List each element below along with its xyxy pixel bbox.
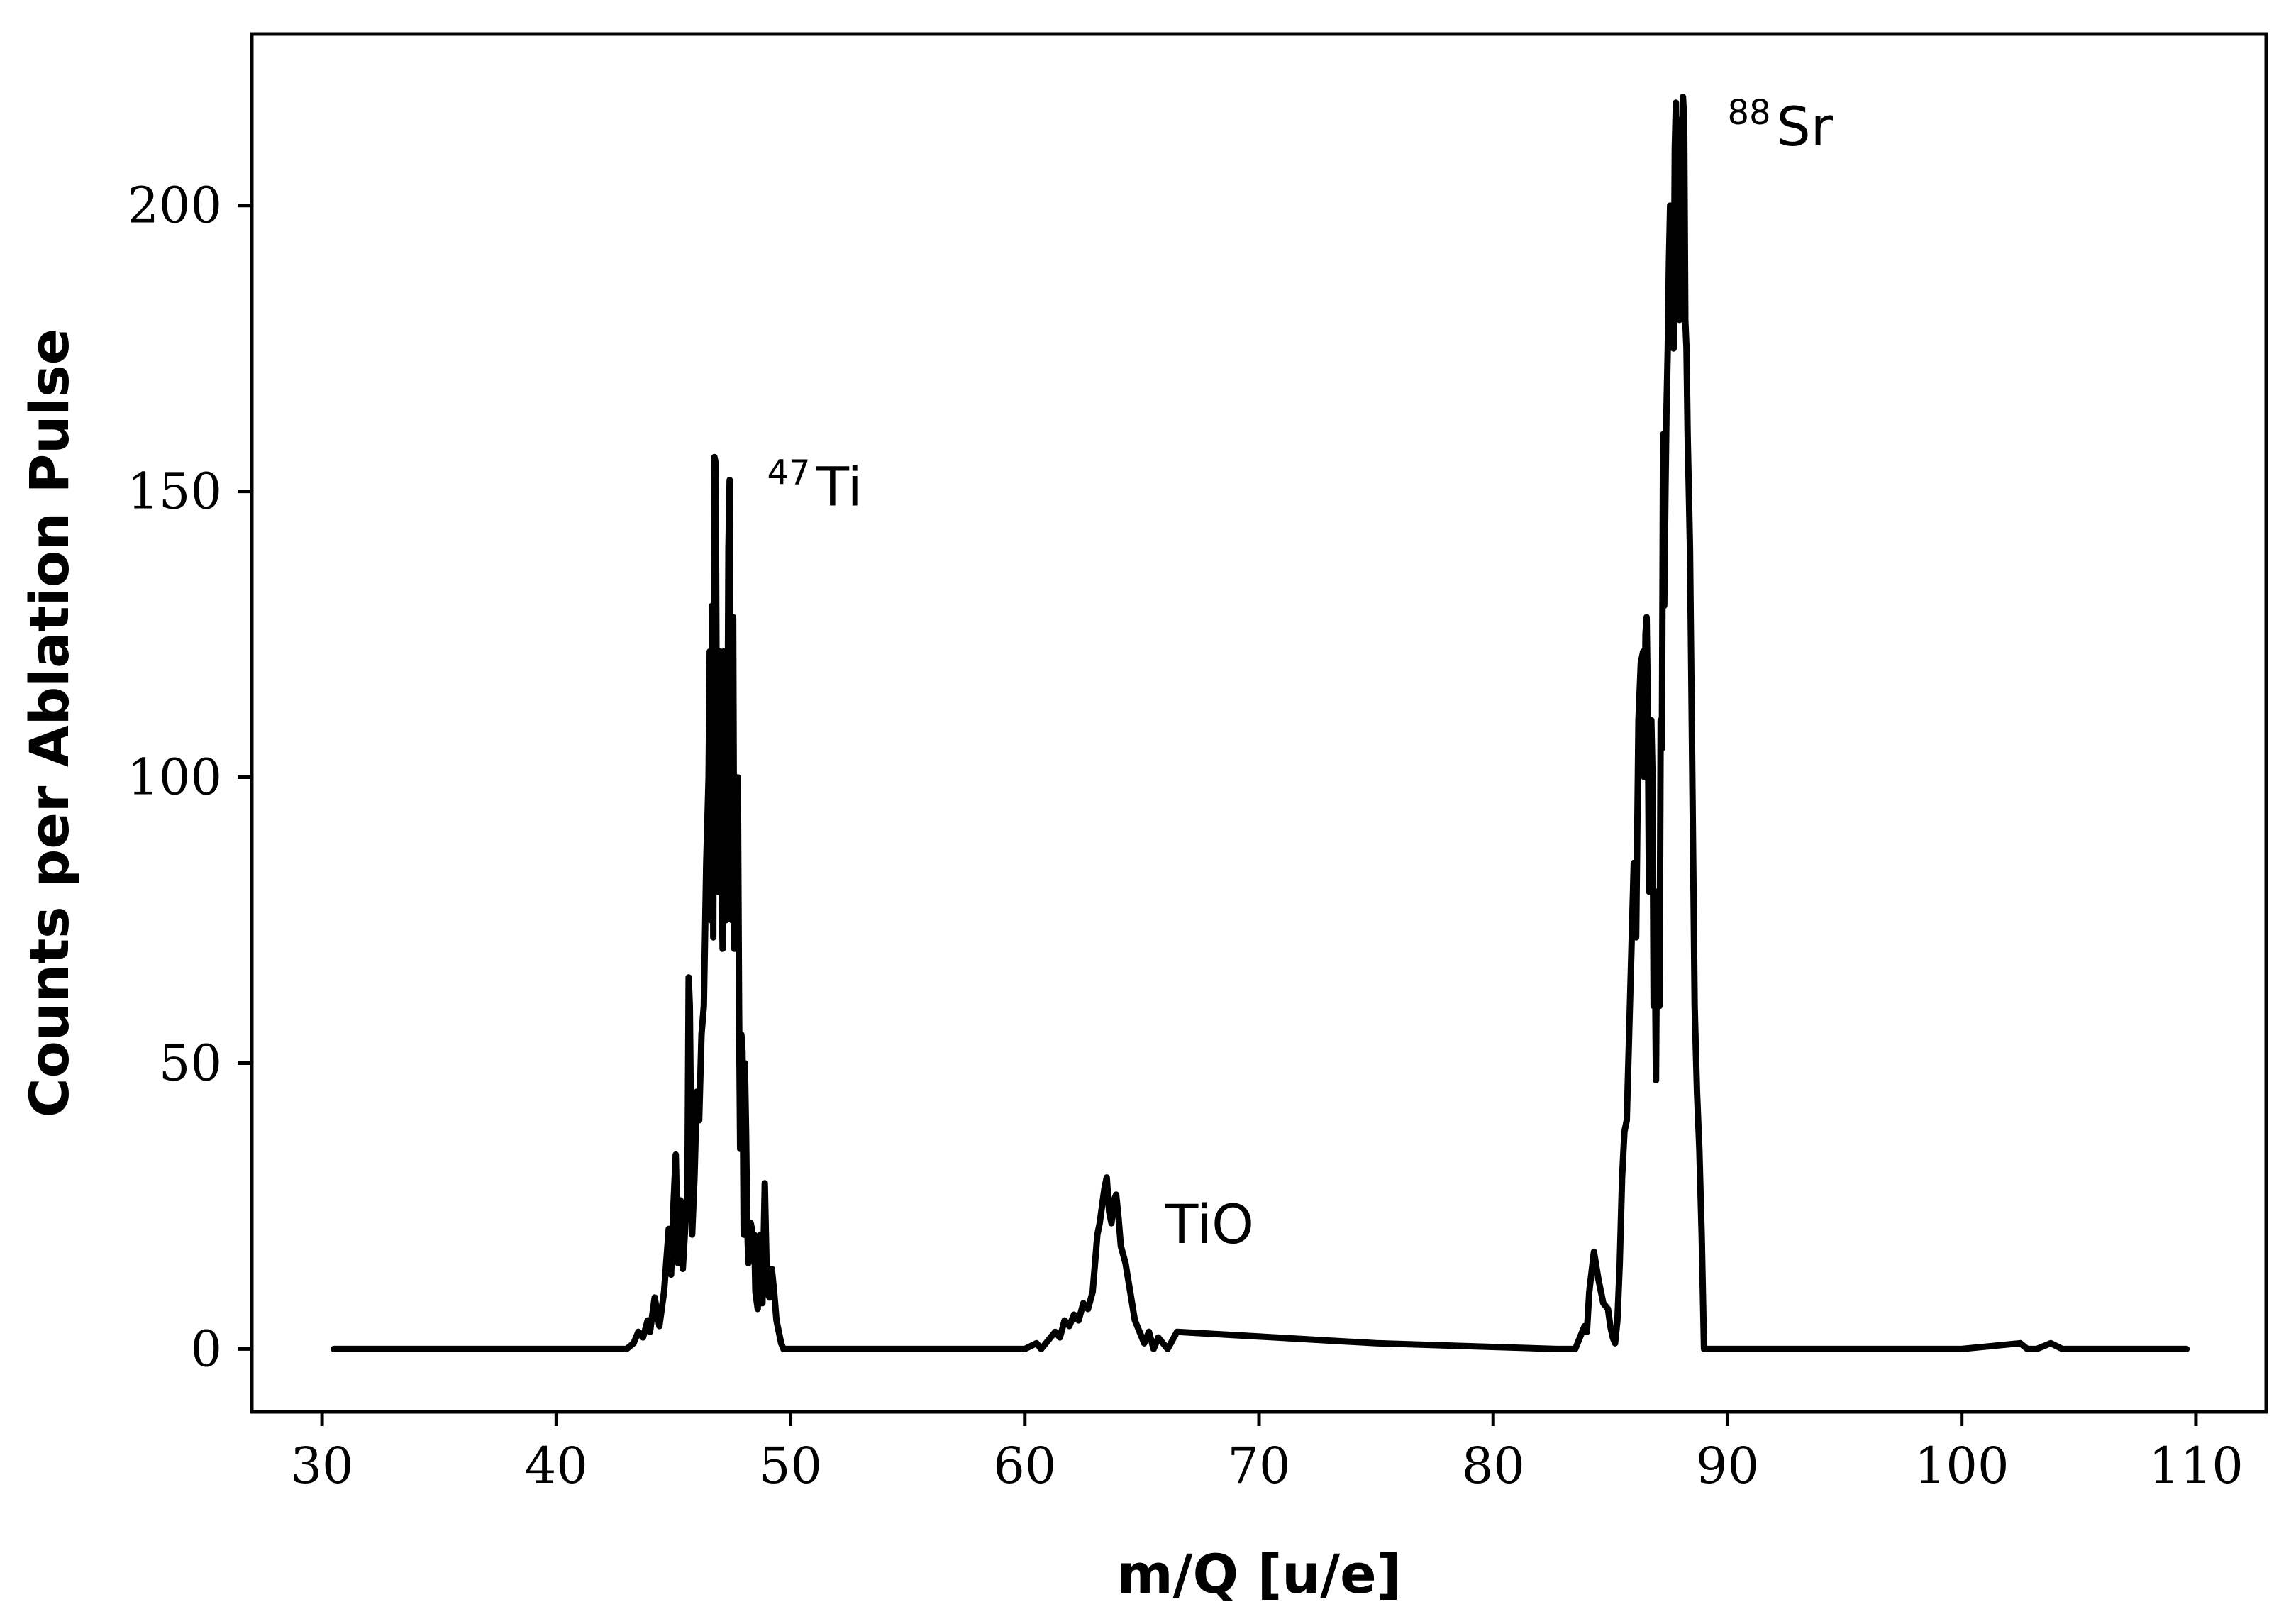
- peak-annotations: 47 Ti TiO 88 Sr: [767, 93, 1834, 1256]
- peak-annotation: 47 Ti: [767, 453, 863, 519]
- annotation-species: Sr: [1777, 95, 1834, 158]
- annotation-mass-number: 47: [767, 453, 811, 493]
- annotation-species: Ti: [816, 455, 863, 519]
- peak-annotation: 88 Sr: [1727, 93, 1833, 158]
- x-axis-label: m/Q [u/e]: [1117, 1542, 1402, 1606]
- y-axis-label: Counts per Ablation Pulse: [18, 328, 81, 1117]
- y-tick-label: 200: [127, 177, 222, 235]
- x-tick-label: 80: [1462, 1437, 1525, 1495]
- x-tick-label: 30: [291, 1437, 354, 1495]
- spectrum-line: [331, 94, 2190, 1352]
- peak-annotation: TiO: [1165, 1193, 1254, 1256]
- y-tick-label: 150: [127, 463, 222, 521]
- x-tick-label: 40: [525, 1437, 588, 1495]
- y-axis-ticks: 0 50 100 150 200: [127, 177, 252, 1378]
- x-axis-ticks: 30 40 50 60 70 80 90 100 110: [291, 1412, 2244, 1495]
- x-tick-label: 110: [2148, 1437, 2244, 1495]
- x-tick-label: 90: [1696, 1437, 1759, 1495]
- y-tick-label: 100: [127, 749, 222, 807]
- y-tick-label: 50: [159, 1034, 222, 1092]
- x-tick-label: 70: [1227, 1437, 1290, 1495]
- x-tick-label: 50: [759, 1437, 822, 1495]
- x-tick-label: 100: [1914, 1437, 2009, 1495]
- annotation-mass-number: 88: [1727, 93, 1770, 133]
- x-tick-label: 60: [993, 1437, 1056, 1495]
- y-tick-label: 0: [190, 1320, 222, 1378]
- plot-frame: [250, 32, 2268, 1414]
